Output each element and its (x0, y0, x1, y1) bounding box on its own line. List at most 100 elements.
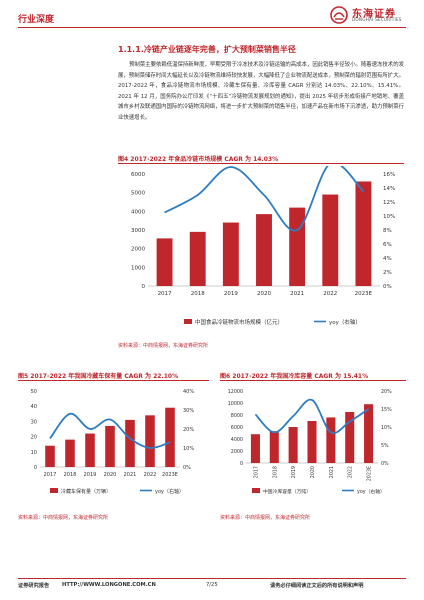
y-left-tick-label: 12000 (228, 389, 243, 395)
bar (269, 431, 279, 463)
bar (250, 434, 260, 463)
bar (222, 222, 239, 286)
paragraph: 预制菜主要依赖低温保持新鲜度，早期受限于冷冻技术及冷链运输的高成本，因此销售半径… (118, 62, 404, 121)
bar (85, 433, 95, 467)
bar (345, 412, 355, 463)
y-right-tick-label: 30% (183, 408, 194, 414)
y-right-tick-label: 0% (383, 284, 392, 290)
y-left-tick-label: 50 (31, 389, 37, 395)
y-left-tick-label: 2000 (231, 449, 243, 455)
y-left-tick-label: 0 (142, 284, 146, 290)
bar (45, 445, 55, 467)
report-type-tag: 行业深度 (18, 15, 55, 25)
y-right-tick-label: 15% (381, 407, 392, 413)
legend-bar-swatch (252, 488, 260, 493)
y-right-tick-label: 0% (381, 461, 389, 467)
bar (256, 214, 272, 286)
legend-bar-swatch (184, 319, 192, 324)
x-tick-label: 2017 (253, 466, 259, 478)
bar (145, 415, 155, 467)
footer-website-link[interactable]: HTTP://WWW.LONGONE.COM.CN (62, 582, 156, 588)
y-right-tick-label: 40% (183, 389, 194, 395)
x-tick-label: 2020 (310, 466, 316, 478)
bar (125, 419, 135, 467)
y-left-tick-label: 6000 (131, 172, 145, 178)
footer-rule (18, 578, 406, 579)
series-line (164, 166, 365, 232)
x-tick-label: 2020 (257, 291, 271, 297)
x-tick-label: 2018 (191, 291, 205, 297)
y-right-tick-label: 4% (383, 256, 392, 262)
x-tick-label: 2023E (162, 472, 178, 478)
bar (189, 231, 206, 286)
series-line (254, 398, 370, 435)
y-right-tick-label: 10% (381, 425, 392, 431)
x-tick-label: 2023E (355, 291, 373, 297)
body-text: 预制菜主要依赖低温保持新鲜度，早期受限于冷冻技术及冷链运输的高成本，因此销售半径… (118, 60, 404, 124)
x-tick-label: 2018 (272, 466, 278, 478)
y-left-tick-label: 10 (31, 450, 37, 456)
figure-6-title: 图6 2017-2022 年我国冷库容量 CAGR 为 15.41% (220, 373, 369, 380)
bar (156, 238, 173, 286)
figure-6-rule (220, 380, 406, 381)
y-left-tick-label: 1000 (131, 265, 145, 271)
y-left-tick-label: 40 (31, 404, 37, 410)
x-tick-label: 2017 (44, 472, 57, 478)
footer-report-label: 证券研究报告 (18, 583, 50, 589)
y-left-tick-label: 30 (31, 419, 37, 425)
legend-line-label: yoy（右轴） (329, 318, 361, 326)
y-right-tick-label: 2% (383, 270, 392, 276)
y-left-tick-label: 2000 (131, 247, 145, 253)
figure-4-rule (118, 163, 404, 164)
header-rule (18, 27, 406, 28)
y-left-tick-label: 4000 (231, 437, 243, 443)
legend-line-label: yoy（右轴） (155, 488, 184, 495)
y-right-tick-label: 20% (183, 427, 194, 433)
page-number: 7/25 (206, 582, 218, 588)
figure-4-title: 图4 2017-2022 年食品冷链市场规模 CAGR 为 14.03% (118, 156, 279, 163)
x-tick-label: 2020 (104, 472, 117, 478)
chart-cold-chain-market: 0 1000 2000 3000 4000 5000 6000 0% 2% 4% 6% 8% 10% 12… (131, 166, 395, 326)
x-tick-label: 2019 (84, 472, 97, 478)
section-title: 1.1.1.冷链产业链逐年完善，扩大预制菜销售半径 (118, 45, 296, 54)
x-tick-label: 2018 (64, 472, 77, 478)
y-left-tick-label: 8000 (231, 413, 243, 419)
logo-mark-icon (330, 6, 348, 24)
bar (65, 439, 75, 467)
bar (288, 427, 298, 463)
y-left-tick-label: 3000 (131, 228, 145, 234)
x-tick-label: 2019 (224, 291, 238, 297)
footer-disclaimer: 请务必仔细阅读正文后的所有说明和声明 (270, 583, 364, 589)
figure-5-source: 资料来源：中商情报网，东海证券研究所 (18, 515, 109, 521)
y-right-tick-label: 6% (383, 242, 392, 248)
y-left-tick-label: 0 (34, 465, 37, 471)
y-left-tick-label: 4000 (131, 209, 145, 215)
y-left-tick-label: 6000 (231, 425, 243, 431)
y-right-tick-label: 8% (383, 228, 392, 234)
brand-logo: 东海证券 DONGHAI SECURITIES (330, 5, 410, 25)
x-tick-label: 2022 (348, 466, 354, 478)
y-left-tick-label: 10000 (228, 401, 243, 407)
bar (355, 181, 372, 286)
bar (165, 407, 175, 467)
series-line (49, 412, 171, 449)
y-right-tick-label: 16% (383, 172, 395, 178)
legend-line-label: yoy（右轴） (357, 488, 385, 495)
y-right-tick-label: 10% (383, 214, 395, 220)
x-tick-label: 2021 (290, 291, 304, 297)
y-right-tick-label: 14% (383, 186, 395, 192)
bar (307, 421, 317, 463)
bar (364, 404, 374, 463)
x-tick-label: 2022 (144, 472, 157, 478)
y-left-tick-label: 0 (240, 461, 243, 467)
x-tick-label: 2022 (323, 291, 337, 297)
bar (326, 417, 336, 463)
bar (105, 425, 115, 467)
x-tick-label: 2021 (124, 472, 137, 478)
y-left-tick-label: 20 (31, 435, 37, 441)
page-header: 行业深度 东海证券 DONGHAI SECURITIES (0, 0, 424, 36)
bar (322, 194, 339, 286)
x-tick-label: 2019 (291, 466, 297, 478)
figure-4-source: 资料来源：中商情报网，东海证券研究所 (118, 343, 209, 349)
figure-5-title: 图5 2017-2022 年我国冷藏车保有量 CAGR 为 22.10% (18, 373, 179, 380)
